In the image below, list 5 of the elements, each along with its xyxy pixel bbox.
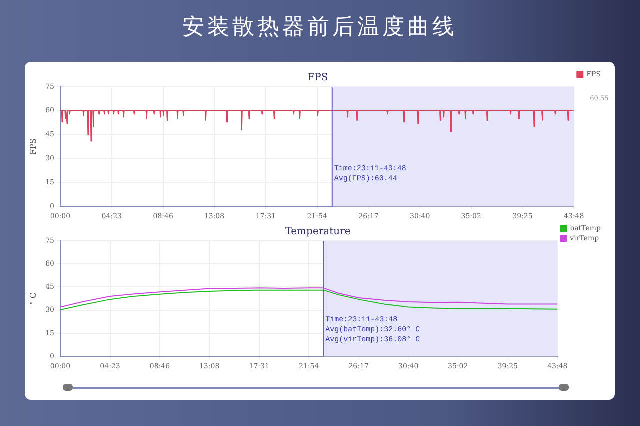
chart-subtitle: FPS (308, 72, 328, 84)
chart-title: 安装散热器前后温度曲线 (182, 14, 458, 42)
y-axis-title: ° C (28, 292, 38, 306)
y-axis-title: FPS (28, 138, 38, 156)
chart-title: Temperature (285, 226, 351, 238)
